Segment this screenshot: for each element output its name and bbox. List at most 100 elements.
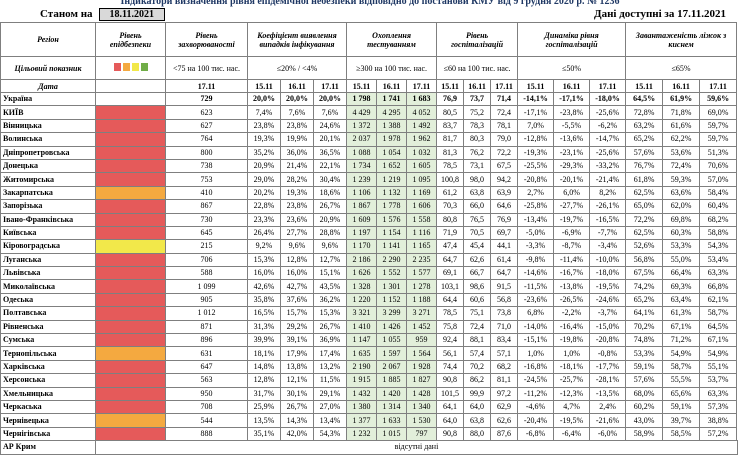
table-head: Регіон Рівень епідбезпеки Рівень захворю… [0,22,738,93]
value-cell: -17,1% [517,105,555,120]
value-cell: -18,1% [553,359,591,375]
value-cell: 70,3 [436,199,465,214]
value-cell: 30,1% [280,386,314,401]
value-cell: 58,4% [699,185,738,201]
value-cell: 63,3% [699,266,738,281]
value-cell: 29,1% [312,386,348,401]
value-cell: 57,0% [699,172,738,187]
value-cell: 7,6% [280,105,314,120]
value-cell: -10,0% [589,252,627,268]
value-cell: 11,5% [312,373,348,388]
data-available: Дані доступні за 17.11.2021 [594,8,726,20]
value-cell: 1,0% [517,346,555,361]
target-cell: <75 на 100 тис. нас. [165,56,248,80]
value-cell: 1 885 [376,373,408,388]
value-cell: 1 867 [346,199,378,214]
epid-level [95,292,166,308]
value-cell: 83,4 [490,333,519,348]
top-bar: Станом на 18.11.2021 Дані доступні за 17.… [0,8,740,22]
value-cell: 215 [165,239,248,254]
value-cell: -18,0% [589,91,627,107]
region-name: Луганська [0,252,96,268]
value-cell: 94,2 [490,172,519,187]
value-cell: 76,9 [490,212,519,227]
value-cell: 4 429 [346,105,378,120]
value-cell: 28,8% [312,225,348,241]
value-cell: 1 827 [406,373,438,388]
value-cell: 81,7 [436,132,465,147]
value-cell: 1 428 [406,386,438,401]
value-cell: 62,5% [625,225,664,241]
region-row: Хмельницька 950 31,7% 30,1% 29,1% 1 432 1 420 1… [0,386,738,401]
value-cell: 67,1% [662,319,701,335]
region-row: Київська 645 26,4% 27,7% 28,8% 1 197 1 154 1 11… [0,225,738,241]
epid-level [95,333,166,348]
value-cell: 1 683 [406,91,438,107]
value-cell: 1 220 [346,292,378,308]
value-cell: 63,2% [625,118,664,134]
header-row: Регіон Рівень епідбезпеки Рівень захворю… [0,22,738,57]
value-cell: 73,8 [490,306,519,321]
value-cell: 7,0% [517,118,555,134]
value-cell: 1 188 [406,292,438,308]
header-cell: Рівень захворюваності [165,22,248,57]
value-cell: 98,6 [463,279,492,294]
value-cell: -25,7% [553,373,591,388]
region-row: Луганська 706 15,3% 12,8% 12,7% 2 186 2 290 2 2… [0,252,738,268]
value-cell: 61,3% [662,306,701,321]
value-cell: 15,7% [280,306,314,321]
value-cell: 71,8% [662,105,701,120]
value-cell: -11,4% [553,252,591,268]
value-cell: 68,2 [490,359,519,375]
value-cell: 69,3% [662,279,701,294]
value-cell: -6,0% [589,426,627,442]
value-cell: 81,1 [490,373,519,388]
region-name: АР Крим [0,440,96,455]
value-cell: -5,0% [517,225,555,241]
value-cell: 65,2% [625,132,664,147]
value-cell: 1 576 [376,212,408,227]
value-cell: 44,1 [490,239,519,254]
value-cell: -24,6% [589,292,627,308]
value-cell: -13,4% [517,212,555,227]
region-name: Полтавська [0,306,96,321]
value-cell: 43,0% [625,413,664,428]
value-cell: -25,6% [589,145,627,160]
value-cell: 738 [165,158,248,174]
value-cell: 18,6% [312,185,348,201]
value-cell: 36,5% [312,145,348,160]
value-cell: 1 734 [346,158,378,174]
value-cell: 867 [165,199,248,214]
value-cell: 26,4% [247,225,281,241]
epid-level [95,252,166,268]
value-cell: 99,9 [463,386,492,401]
value-cell: -19,8% [553,333,591,348]
region-name: Черкаська [0,399,96,415]
region-name: Волинська [0,132,96,147]
value-cell: 31,3% [247,319,281,335]
epid-level [95,172,166,187]
value-cell: 53,3% [662,239,701,254]
value-cell: 7,4% [247,105,281,120]
date-cell: 16.11 [463,79,492,93]
value-cell: 80,8 [436,212,465,227]
value-cell: 1 015 [376,426,408,442]
region-name: Донецька [0,158,96,174]
value-cell: 1 606 [406,199,438,214]
value-cell: 58,9% [625,426,664,442]
value-cell: 753 [165,172,248,187]
value-cell: -11,2% [517,386,555,401]
region-row: Миколаївська 1 099 42,6% 42,7% 43,5% 1 328 1 3… [0,279,738,294]
value-cell: 2 190 [346,359,378,375]
value-cell: 26,7% [312,319,348,335]
value-cell: 1 032 [406,145,438,160]
value-cell: 53,4% [699,252,738,268]
value-cell: 72,4% [662,158,701,174]
epid-level [95,426,166,442]
value-cell: 56,8% [625,252,664,268]
value-cell: -26,5% [553,292,591,308]
region-row: Тернопільська 631 18,1% 17,9% 17,4% 1 635 1 59… [0,346,738,361]
legend-swatch [131,63,139,71]
target-cell: ≤65% [625,56,738,80]
value-cell: 1 978 [376,132,408,147]
